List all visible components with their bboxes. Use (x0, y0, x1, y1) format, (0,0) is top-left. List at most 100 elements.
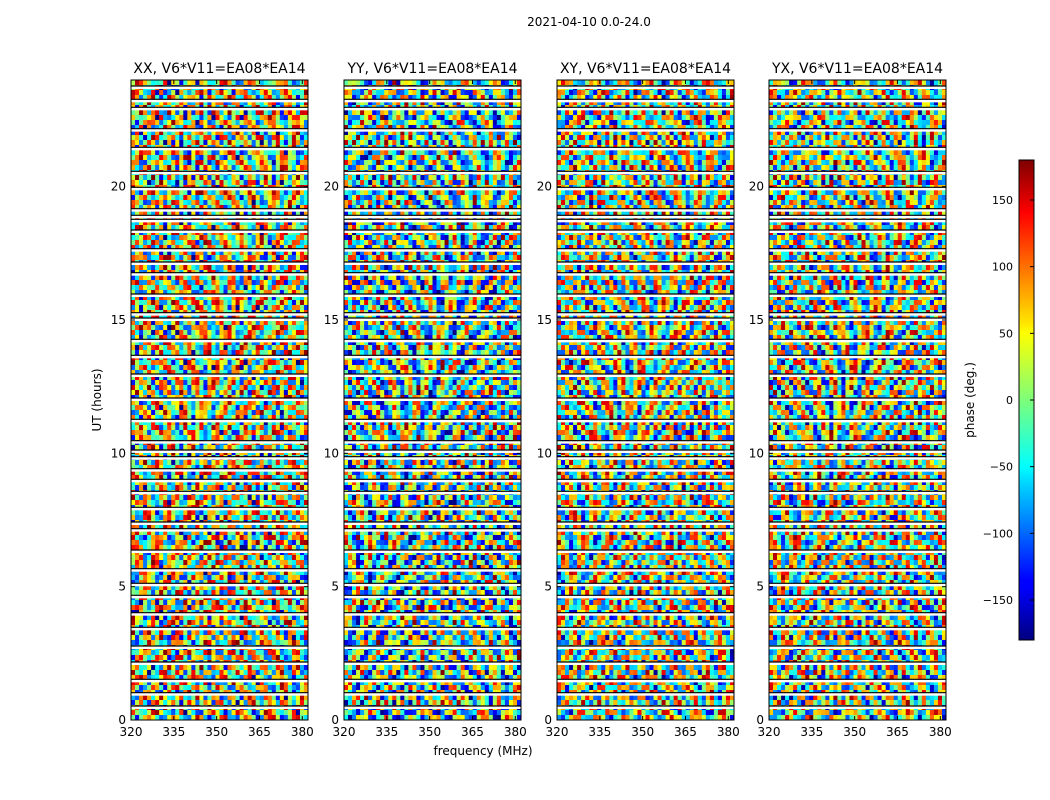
heatmap-cell (135, 290, 140, 296)
heatmap-cell (203, 255, 208, 261)
heatmap-cell (203, 380, 208, 386)
heatmap-cell (247, 565, 252, 571)
heatmap-cell (223, 430, 228, 436)
heatmap-cell (175, 120, 180, 126)
heatmap-cell (171, 220, 176, 226)
heatmap-cell (259, 300, 265, 306)
heatmap-cell (227, 640, 232, 646)
heatmap-cell (255, 545, 261, 551)
heatmap-cell (251, 250, 256, 256)
heatmap-cell (199, 495, 204, 501)
heatmap-cell (223, 190, 228, 196)
heatmap-cell (295, 485, 301, 491)
heatmap-cell (179, 140, 184, 146)
heatmap-cell (199, 210, 204, 216)
heatmap-cell (279, 545, 285, 551)
heatmap-cell (179, 350, 184, 356)
heatmap-cell (291, 300, 297, 306)
heatmap-cell (235, 255, 240, 261)
heatmap-cell (207, 515, 212, 521)
heatmap-cell (243, 280, 248, 286)
heatmap-cell (167, 600, 172, 606)
heatmap-cell (155, 335, 160, 341)
heatmap-cell (167, 385, 172, 391)
heatmap-cell (275, 335, 281, 341)
heatmap-cell (191, 330, 196, 336)
heatmap-cell (231, 510, 236, 516)
heatmap-cell (215, 500, 220, 506)
heatmap-cell (203, 545, 208, 551)
heatmap-cell (163, 240, 168, 246)
heatmap-cell (207, 120, 212, 126)
heatmap-cell (295, 300, 301, 306)
heatmap-cell (171, 605, 176, 611)
heatmap-cell (275, 250, 281, 256)
heatmap-cell (263, 560, 269, 566)
heatmap-cell (191, 630, 196, 636)
heatmap-cell (167, 420, 172, 426)
heatmap-cell (155, 435, 160, 441)
heatmap-cell (247, 135, 252, 141)
heatmap-cell (207, 580, 212, 586)
heatmap-cell (227, 255, 232, 261)
heatmap-cell (135, 640, 140, 646)
heatmap-cell (175, 90, 180, 96)
heatmap-cell (151, 160, 156, 166)
heatmap-cell (287, 140, 293, 146)
heatmap-cell (151, 240, 156, 246)
heatmap-cell (159, 345, 164, 351)
heatmap-cell (267, 500, 273, 506)
heatmap-cell (139, 380, 144, 386)
heatmap-cell (295, 190, 301, 196)
heatmap-cell (223, 400, 228, 406)
heatmap-cell (295, 360, 301, 366)
heatmap-cell (159, 580, 164, 586)
heatmap-cell (131, 305, 136, 311)
heatmap-cell (147, 240, 152, 246)
heatmap-cell (175, 275, 180, 281)
heatmap-cell (255, 640, 261, 646)
heatmap-cell (207, 300, 212, 306)
heatmap-cell (211, 295, 216, 301)
heatmap-cell (279, 585, 285, 591)
heatmap-cell (147, 545, 152, 551)
heatmap-cell (275, 460, 281, 466)
heatmap-cell (147, 220, 152, 226)
heatmap-cell (303, 640, 309, 646)
heatmap-cell (167, 445, 172, 451)
heatmap-cell (199, 80, 204, 86)
heatmap-cell (279, 280, 285, 286)
heatmap-cell (203, 575, 208, 581)
heatmap-cell (263, 295, 269, 301)
heatmap-cell (211, 210, 216, 216)
heatmap-cell (243, 295, 248, 301)
heatmap-cell (151, 140, 156, 146)
heatmap-cell (235, 290, 240, 296)
heatmap-cell (195, 305, 200, 311)
heatmap-cell (163, 425, 168, 431)
heatmap-cell (279, 500, 285, 506)
heatmap-cell (207, 540, 212, 546)
heatmap-cell (295, 290, 301, 296)
heatmap-cell (235, 515, 240, 521)
heatmap-cell (291, 415, 297, 421)
heatmap-cell (227, 245, 232, 251)
heatmap-cell (151, 385, 156, 391)
heatmap-cell (191, 100, 196, 106)
heatmap-cell (263, 495, 269, 501)
heatmap-cell (155, 220, 160, 226)
heatmap-cell (167, 195, 172, 201)
heatmap-cell (139, 445, 144, 451)
heatmap-cell (231, 240, 236, 246)
heatmap-cell (183, 280, 188, 286)
heatmap-cell (215, 435, 220, 441)
heatmap-cell (187, 305, 192, 311)
heatmap-cell (263, 620, 269, 626)
heatmap-cell (139, 525, 144, 531)
heatmap-cell (239, 615, 244, 621)
heatmap-cell (187, 465, 192, 471)
heatmap-cell (263, 585, 269, 591)
heatmap-cell (215, 345, 220, 351)
heatmap-cell (291, 265, 297, 271)
heatmap-cell (255, 400, 261, 406)
